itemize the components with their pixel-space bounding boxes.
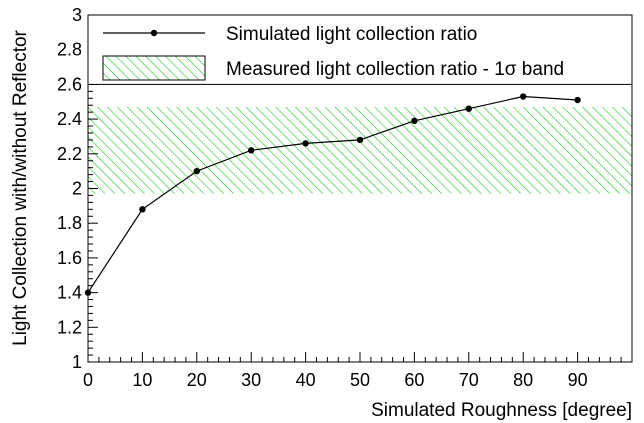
x-tick-label: 80 [513,370,533,390]
y-tick-label: 1.4 [57,283,82,303]
legend-marker [150,29,158,37]
data-point [248,147,255,154]
x-tick-label: 90 [568,370,588,390]
y-tick-label: 2.2 [57,144,82,164]
legend: Simulated light collection ratio Measured… [87,14,633,85]
x-tick-label: 50 [350,370,370,390]
y-tick-label: 1.2 [57,317,82,337]
x-tick-label: 30 [241,370,261,390]
legend-hatch-swatch [102,55,206,81]
band-0 [88,106,632,194]
y-tick-label: 3 [72,5,82,25]
x-tick-label: 10 [132,370,152,390]
data-point [139,206,146,213]
data-point [411,117,418,125]
x-tick-label: 0 [83,370,93,390]
y-tick-label: 1.8 [57,213,82,233]
x-tick-label: 70 [459,370,479,390]
series-line-0 [87,95,578,293]
y-tick-label: 2 [72,179,82,199]
legend-label: Simulated light collection ratio [226,24,477,45]
y-tick-label: 1 [72,352,82,372]
x-tick-label: 60 [404,370,424,390]
y-tick-label: 2.4 [57,109,82,129]
data-point [356,136,364,144]
data-point [465,105,472,112]
data-point [302,140,309,147]
data-point [193,167,200,175]
y-tick-label: 2.8 [57,40,82,60]
y-tick-label: 1.6 [57,248,82,268]
x-axis-label: Simulated Roughness [degree] [371,400,632,421]
legend-label: Measured light collection ratio - 1σ ban… [226,59,564,80]
data-point [574,96,581,104]
x-tick-label: 40 [296,370,316,390]
data-point [520,93,527,100]
x-tick-label: 20 [187,370,207,390]
y-tick-label: 2.6 [57,74,82,94]
y-axis-label: Light Collection with/without Reflector [10,29,31,345]
